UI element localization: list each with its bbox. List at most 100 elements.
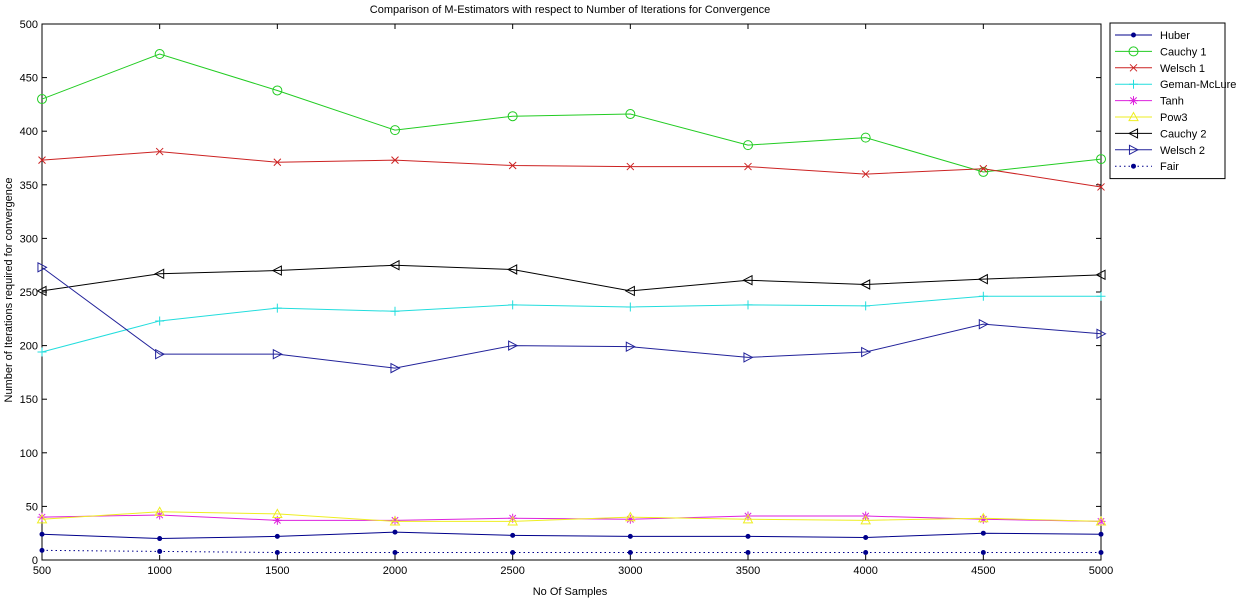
data-point <box>860 132 871 143</box>
series-welsch-2 <box>37 262 1107 374</box>
data-point <box>1096 154 1106 165</box>
data-point <box>36 513 48 524</box>
data-point <box>980 530 986 536</box>
data-point <box>154 49 165 60</box>
data-point <box>742 513 754 524</box>
y-tick-label: 50 <box>26 501 38 513</box>
data-point <box>979 164 988 173</box>
legend-marker <box>1129 79 1138 89</box>
data-point <box>861 301 871 311</box>
x-tick-label: 3500 <box>736 565 760 577</box>
data-point <box>154 506 166 516</box>
series-line <box>41 151 1102 188</box>
y-tick-label: 150 <box>20 394 38 406</box>
data-point <box>274 549 280 555</box>
data-point <box>38 156 46 164</box>
legend-marker <box>1131 163 1136 169</box>
legend-label: Welsch 2 <box>1160 145 1205 157</box>
data-point <box>389 259 400 271</box>
legend-item: Geman-McLure <box>1115 79 1236 91</box>
x-tick-label: 2000 <box>383 565 407 577</box>
data-point <box>1096 291 1106 301</box>
data-point <box>272 303 282 313</box>
data-point <box>272 348 283 360</box>
data-point <box>624 285 635 297</box>
data-point <box>507 515 519 526</box>
x-axis: 500 1000 1500 2000 2500 3000 3500 4000 4500 5000 <box>33 24 1113 577</box>
data-point <box>978 291 988 301</box>
legend-label: Tanh <box>1160 96 1184 108</box>
legend-item: Huber <box>1115 30 1190 42</box>
series-geman-mclure <box>37 291 1106 357</box>
legend-label: Cauchy 2 <box>1160 128 1206 140</box>
legend-item: Tanh <box>1115 96 1184 108</box>
data-point <box>625 109 636 120</box>
data-point <box>743 140 753 151</box>
data-point <box>744 162 752 171</box>
data-point <box>392 549 398 555</box>
y-tick-label: 350 <box>20 180 38 192</box>
data-point <box>626 162 635 171</box>
legend-item: Cauchy 2 <box>1115 128 1206 140</box>
data-point <box>745 549 751 555</box>
x-tick-label: 4500 <box>971 565 995 577</box>
legend-marker <box>1131 32 1136 38</box>
legend-label: Huber <box>1160 30 1190 42</box>
data-point <box>39 547 45 553</box>
legend-marker <box>1127 128 1139 139</box>
series-huber <box>39 529 1104 542</box>
legend-item: Welsch 1 <box>1115 63 1205 75</box>
y-tick-label: 200 <box>20 341 38 353</box>
data-point <box>157 536 163 542</box>
data-point <box>742 274 753 286</box>
series-line <box>41 531 1102 540</box>
data-point <box>625 302 635 312</box>
legend-marker <box>1128 111 1139 122</box>
data-point <box>157 548 163 554</box>
series-fair <box>39 547 1104 555</box>
data-point <box>743 352 754 363</box>
series-line <box>41 53 1102 173</box>
legend-item: Fair <box>1115 161 1179 173</box>
data-point <box>625 514 635 524</box>
y-tick-label: 250 <box>20 287 38 299</box>
x-axis-label: No Of Samples <box>533 586 608 598</box>
data-point <box>273 158 282 167</box>
data-point <box>271 265 282 276</box>
data-point <box>1095 269 1106 281</box>
data-point <box>271 508 283 519</box>
data-point <box>155 147 164 156</box>
series-line <box>41 266 1102 369</box>
legend-label: Welsch 1 <box>1160 63 1205 75</box>
y-tick-label: 0 <box>32 555 38 567</box>
data-point <box>743 511 753 521</box>
data-point <box>508 300 518 310</box>
data-point <box>1098 531 1104 537</box>
legend-item: Cauchy 1 <box>1115 46 1206 58</box>
data-point <box>860 279 871 290</box>
x-tick-label: 5000 <box>1089 565 1113 577</box>
series-cauchy-1 <box>37 49 1106 177</box>
chart-title: Comparison of M-Estimators with respect … <box>370 4 770 16</box>
data-point <box>155 316 165 326</box>
legend-marker <box>1128 144 1140 156</box>
data-point <box>977 273 988 285</box>
plot-area <box>41 23 1102 561</box>
legend-label: Geman-McLure <box>1160 79 1236 91</box>
data-point <box>274 533 280 539</box>
series-layer <box>36 49 1107 555</box>
y-tick-label: 450 <box>20 73 38 85</box>
data-point <box>508 161 517 170</box>
x-tick-label: 3000 <box>618 565 642 577</box>
legend-marker <box>1129 63 1138 72</box>
data-point <box>390 125 400 136</box>
series-line <box>41 514 1102 522</box>
data-point <box>977 512 989 523</box>
data-point <box>1097 183 1105 191</box>
data-point <box>860 514 872 525</box>
series-line <box>41 295 1101 353</box>
data-point <box>272 85 283 96</box>
legend-marker <box>1129 96 1138 106</box>
legend-marker <box>1128 46 1139 57</box>
